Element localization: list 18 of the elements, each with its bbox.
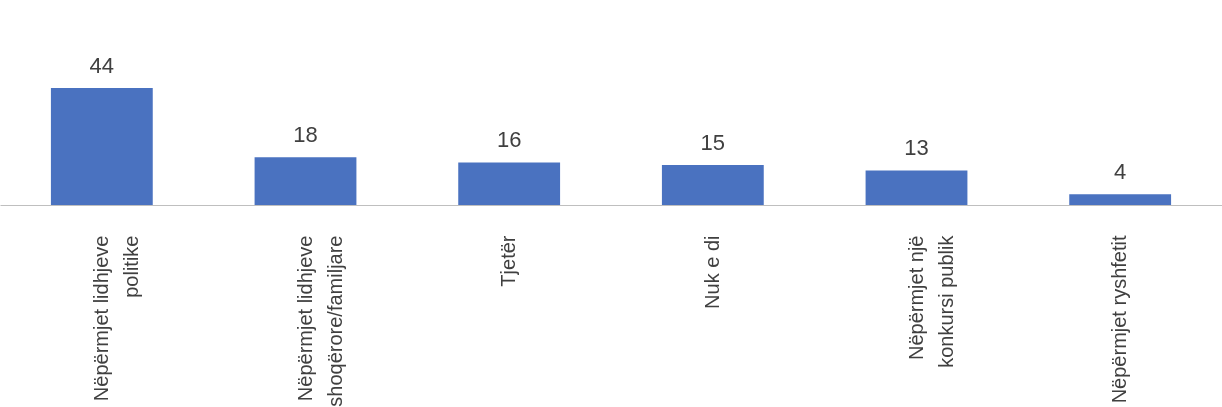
bar bbox=[661, 165, 764, 205]
data-label: 18 bbox=[293, 122, 318, 148]
data-label: 13 bbox=[904, 135, 929, 161]
x-tick-label: Nuk e di bbox=[700, 235, 723, 309]
data-label: 16 bbox=[496, 127, 522, 153]
x-tick-label: Nëpërmjet lidhjeve shoqërore/familjare bbox=[293, 235, 346, 407]
bar bbox=[458, 162, 561, 205]
data-label: 44 bbox=[89, 53, 115, 78]
bar bbox=[254, 157, 357, 205]
x-tick-label: Nëpërmjet lidhjeve politike bbox=[89, 235, 142, 402]
x-tick-label: Nëpërmjet ryshfetit bbox=[1108, 235, 1131, 404]
data-label: 15 bbox=[700, 130, 726, 156]
data-label: 4 bbox=[1114, 159, 1127, 185]
bar bbox=[865, 170, 968, 205]
x-tick-label: Nëpërmjet një konkursi publik bbox=[904, 234, 957, 368]
bar bbox=[1069, 194, 1172, 205]
bar bbox=[50, 88, 153, 205]
x-tick-label: Tjetër bbox=[497, 235, 520, 287]
